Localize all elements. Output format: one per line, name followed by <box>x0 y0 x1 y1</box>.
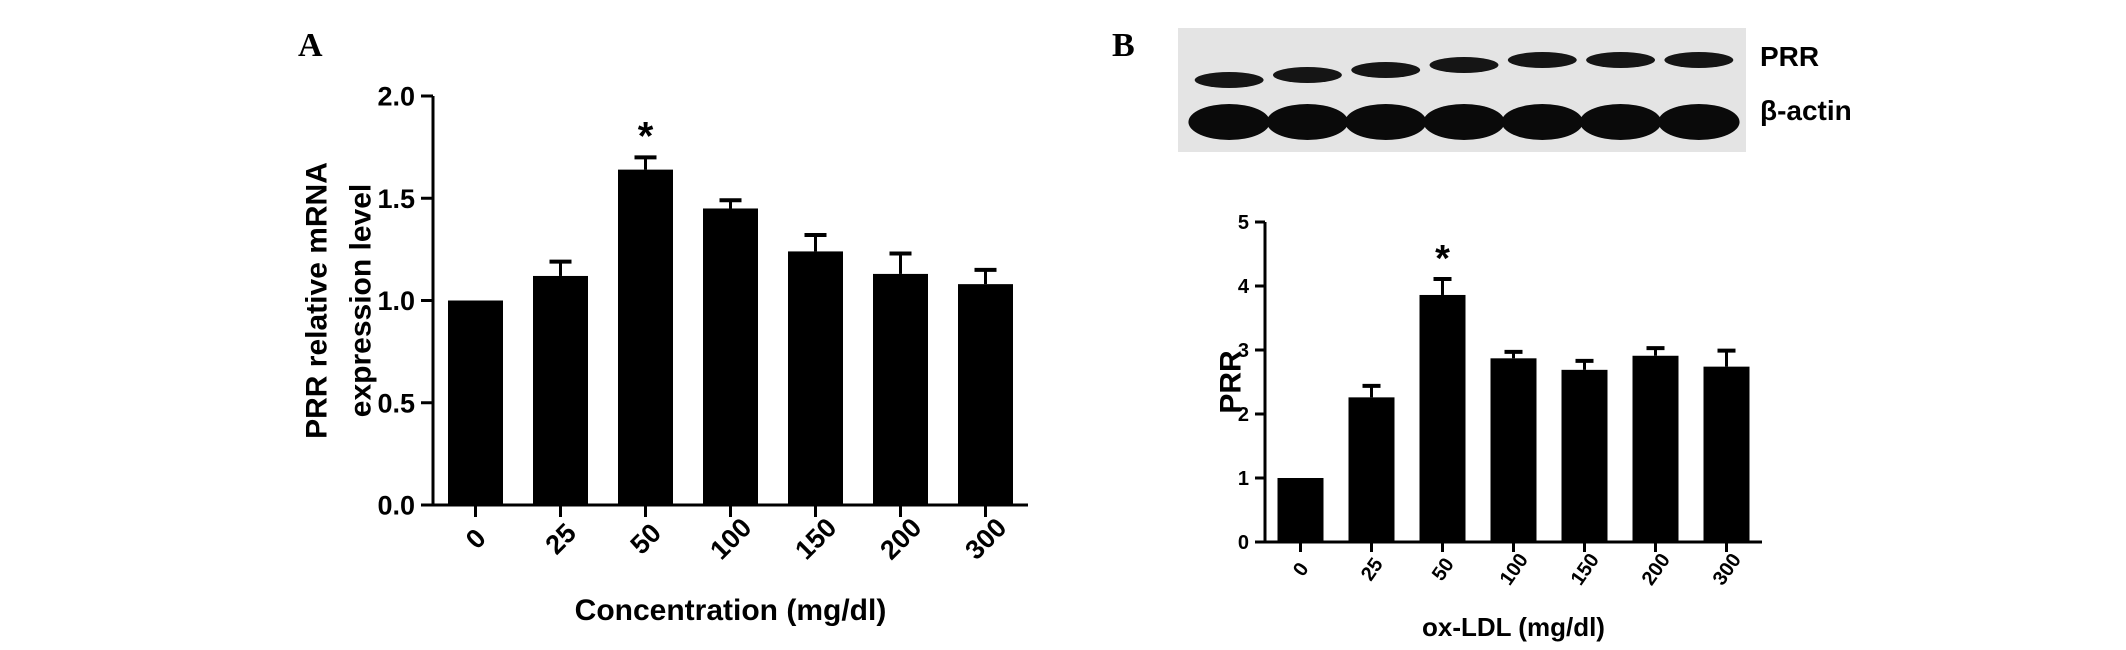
bar-150 <box>1561 369 1608 542</box>
y-tick-label: 3 <box>1238 340 1249 362</box>
y-axis-label: PRR relative mRNA expression level <box>301 162 378 439</box>
y-axis-label: PRR <box>1215 350 1248 414</box>
x-tick-label: 50 <box>625 518 667 560</box>
bar-200 <box>873 273 928 505</box>
x-tick-label: 25 <box>540 518 582 560</box>
bar-0 <box>1277 478 1324 542</box>
x-tick-label: 200 <box>874 512 927 565</box>
y-tick-label: 1.5 <box>377 184 415 214</box>
y-tick-label: 1 <box>1238 468 1249 490</box>
x-tick-label: 300 <box>959 512 1012 565</box>
bar-150 <box>788 251 843 505</box>
blot-band-prr <box>1272 67 1342 83</box>
bar-300 <box>958 284 1013 505</box>
x-tick-label: 0 <box>1289 559 1313 581</box>
blot-band-actin <box>1188 104 1270 140</box>
x-tick-label: 0 <box>460 523 492 555</box>
chart-a: 0.0 0.5 1.0 1.5 2.0 0 25 50 * 100 150 200 300 Concent… <box>301 82 1028 627</box>
blot-band-prr <box>1586 52 1656 68</box>
panel-letter-a: A <box>298 27 323 64</box>
bar-0 <box>448 300 503 505</box>
y-axis-label-line: expression level <box>345 184 378 417</box>
x-tick-label: 100 <box>704 512 757 565</box>
blot-band-actin <box>1579 104 1662 140</box>
y-axis-label-line: PRR <box>1215 350 1248 414</box>
y-tick-label: 0 <box>1238 532 1249 554</box>
blot-band-prr <box>1351 62 1421 78</box>
y-tick-label: 5 <box>1238 212 1249 234</box>
blot-band-prr <box>1507 52 1577 68</box>
bar-200 <box>1632 355 1679 542</box>
bar-300 <box>1703 366 1750 542</box>
blot-band-actin <box>1266 104 1349 140</box>
blot-band-prr <box>1664 52 1734 68</box>
blot-band-actin <box>1423 104 1505 140</box>
x-tick-label: 150 <box>1567 550 1604 590</box>
x-axis-label: ox-LDL (mg/dl) <box>1422 612 1605 642</box>
blot-actin-band-row <box>1188 104 1740 140</box>
bar-50 <box>1419 294 1466 542</box>
blot-label-prr: PRR <box>1760 41 1819 72</box>
x-tick-label: 25 <box>1357 554 1388 585</box>
y-tick-label: 1.0 <box>377 286 415 316</box>
significance-marker: * <box>1435 238 1450 280</box>
bar-25 <box>1348 397 1395 542</box>
x-tick-label: 100 <box>1496 550 1533 590</box>
x-tick-label: 200 <box>1638 550 1675 590</box>
blot-label-actin: β-actin <box>1760 95 1852 126</box>
blot-prr-band-row <box>1194 52 1734 88</box>
y-axis-label-line: PRR relative mRNA <box>301 162 334 439</box>
x-tick-label: 300 <box>1709 550 1746 590</box>
y-tick-label: 4 <box>1238 276 1250 298</box>
bar-100 <box>703 208 758 505</box>
blot-band-prr <box>1194 72 1264 88</box>
blot-band-actin <box>1658 104 1740 140</box>
blot-band-actin <box>1345 104 1427 140</box>
x-tick-label: 50 <box>1428 554 1459 585</box>
y-tick-label: 0.0 <box>377 491 415 521</box>
blot-band-prr <box>1429 57 1499 73</box>
y-tick-label: 0.5 <box>377 388 415 418</box>
panel-letter-b: B <box>1112 27 1135 64</box>
western-blot-image <box>1178 28 1746 152</box>
bar-25 <box>533 275 588 505</box>
x-tick-label: 150 <box>789 512 842 565</box>
bar-50 <box>618 169 673 505</box>
y-tick-label: 2.0 <box>377 82 415 112</box>
x-axis-label: Concentration (mg/dl) <box>575 594 887 627</box>
y-tick-label: 2 <box>1238 404 1249 426</box>
blot-band-actin <box>1501 104 1583 140</box>
significance-marker: * <box>638 114 654 158</box>
bar-100 <box>1490 358 1537 542</box>
